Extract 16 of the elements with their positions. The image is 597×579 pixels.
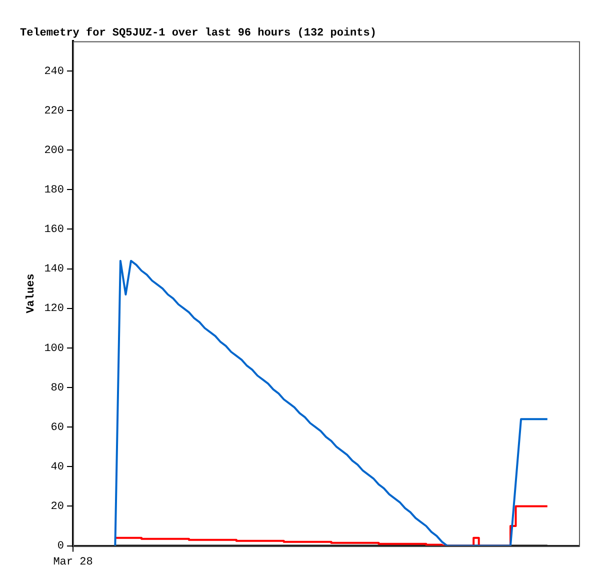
y-tick-label: 0 [57,540,64,553]
y-tick-label: 160 [44,224,64,236]
y-tick-label: 20 [50,501,64,514]
chart-title: Telemetry for SQ5JUZ-1 over last 96 hours (132 points) [20,26,376,40]
y-axis-title: Values [25,274,38,314]
y-tick-label: 200 [44,144,64,157]
y-tick-label: 120 [44,303,64,316]
y-tick-label: 40 [50,462,64,474]
y-tick-label: 180 [44,184,64,197]
y-tick-label: 240 [44,66,64,78]
x-tick-label: Mar 28 [53,556,93,568]
y-tick-label: 140 [44,264,64,276]
y-tick-label: 100 [44,342,64,355]
y-tick-label: 80 [50,382,64,394]
y-tick-label: 220 [44,105,64,118]
y-tick-label: 60 [50,422,64,434]
